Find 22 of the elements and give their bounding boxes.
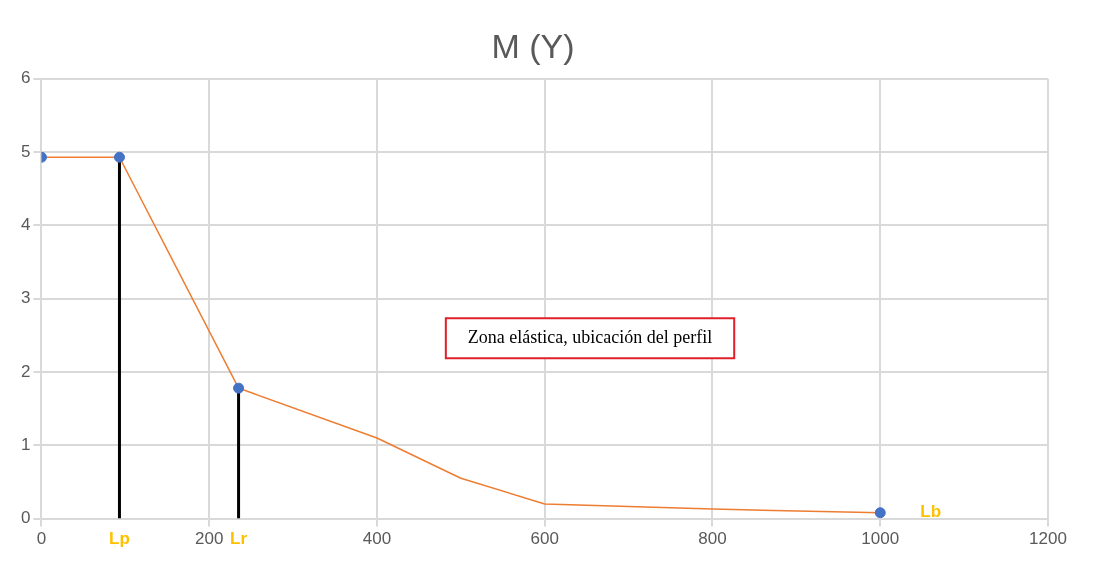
x-tick-label: 0 <box>36 529 47 549</box>
chart-title: M (Y) <box>491 26 575 65</box>
point <box>874 507 886 519</box>
x-tick-label: 1200 <box>1029 529 1067 549</box>
y-tick-label: 4 <box>20 215 31 235</box>
y-tick-label: 3 <box>20 288 31 308</box>
y-tick-label: 2 <box>20 361 31 381</box>
y-tick-label: 6 <box>20 68 31 88</box>
annotation: Lp <box>109 528 130 548</box>
annotation: Lr <box>230 528 248 548</box>
point <box>233 382 245 394</box>
x-tick-label: 600 <box>530 529 559 549</box>
y-tick-label: 0 <box>20 508 31 528</box>
point <box>113 151 125 163</box>
y-tick-label: 5 <box>20 141 31 161</box>
x-tick-label: 200 <box>195 529 224 549</box>
x-tick-label: 1000 <box>861 529 900 549</box>
x-tick-label: 800 <box>698 529 727 549</box>
y-tick-label: 1 <box>20 434 31 454</box>
x-tick-label: 400 <box>362 529 392 549</box>
annotation: Zona elástica, ubicación del perfil <box>467 327 713 348</box>
annotation: Lb <box>920 502 942 522</box>
